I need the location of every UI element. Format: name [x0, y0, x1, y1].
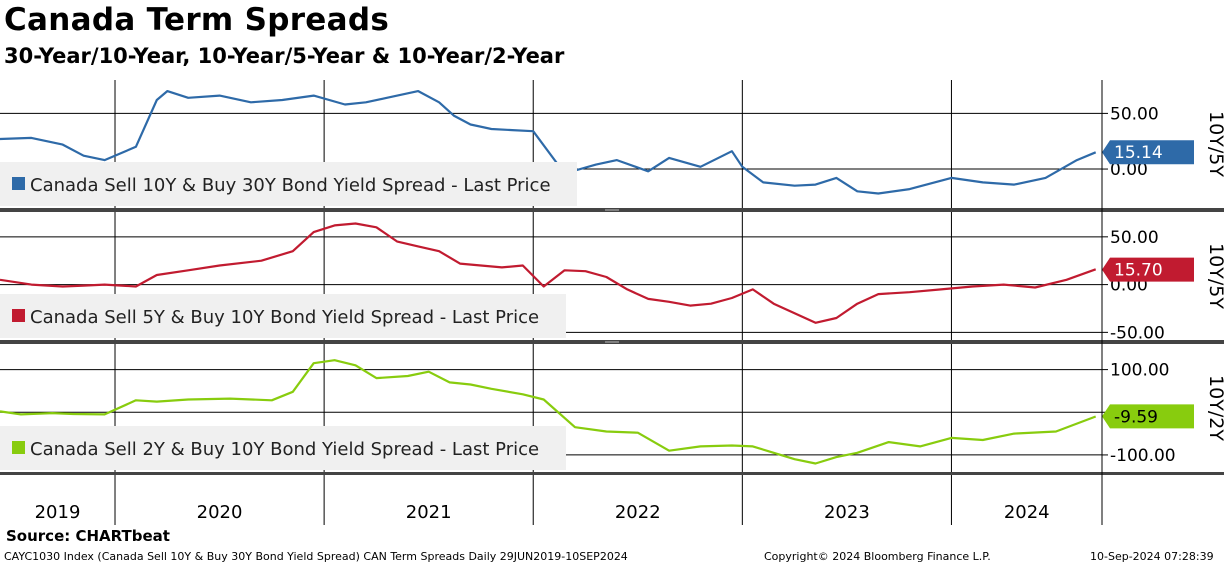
chart-subtitle: 30-Year/10-Year, 10-Year/5-Year & 10-Yea… — [4, 44, 565, 68]
footer-timestamp: 10-Sep-2024 07:28:39 — [1090, 550, 1214, 563]
footer-copyright: Copyright© 2024 Bloomberg Finance L.P. — [764, 550, 991, 563]
y-tick-label: -100.00 — [1110, 446, 1176, 466]
y-tick-label: 100.00 — [1110, 361, 1169, 381]
y-tick-label: 50.00 — [1110, 228, 1159, 248]
legend-label: Canada Sell 10Y & Buy 30Y Bond Yield Spr… — [30, 175, 551, 196]
y-tick-label: -50.00 — [1110, 323, 1165, 343]
x-tick-label: 2021 — [406, 502, 452, 523]
source-note: Source: CHARTbeat — [6, 527, 170, 545]
last-price-tag — [1102, 257, 1194, 282]
series-line-3 — [0, 359, 1097, 465]
y-tick-label: 0.00 — [1110, 160, 1148, 180]
x-tick-label: 2022 — [615, 502, 661, 523]
legend-swatch — [12, 177, 25, 190]
series-line-2 — [0, 222, 1097, 324]
panel-divider — [0, 472, 1224, 475]
chart-title: Canada Term Spreads — [4, 2, 390, 38]
series-line-1 — [0, 90, 1097, 195]
legend-label: Canada Sell 5Y & Buy 10Y Bond Yield Spre… — [30, 307, 539, 328]
x-tick-label: 2023 — [824, 502, 870, 523]
legend-label: Canada Sell 2Y & Buy 10Y Bond Yield Spre… — [30, 439, 539, 460]
x-tick-label: 2024 — [1004, 502, 1050, 523]
footer-left: CAYC1030 Index (Canada Sell 10Y & Buy 30… — [4, 550, 628, 563]
y-axis-label: 10Y/5Y — [1205, 243, 1224, 309]
y-axis-label: 10Y/2Y — [1205, 375, 1224, 441]
legend-swatch — [12, 309, 25, 322]
y-tick-label: 50.00 — [1110, 104, 1159, 124]
x-tick-label: 2020 — [197, 502, 243, 523]
last-price-value: 15.70 — [1114, 261, 1163, 281]
legend-box — [0, 294, 566, 338]
legend-box — [0, 162, 577, 206]
y-axis-label: 10Y/5Y — [1205, 111, 1224, 177]
last-price-tag — [1102, 404, 1194, 429]
last-price-tag — [1102, 140, 1194, 165]
legend-swatch — [12, 441, 25, 454]
last-price-value: 15.14 — [1114, 143, 1163, 163]
chart-area: 50.00 0.00 Canada Sell 10Y & Buy 30Y Bond … — [0, 80, 1224, 525]
last-price-value: -9.59 — [1114, 407, 1158, 427]
legend-box — [0, 426, 566, 470]
x-tick-label: 2019 — [35, 502, 81, 523]
